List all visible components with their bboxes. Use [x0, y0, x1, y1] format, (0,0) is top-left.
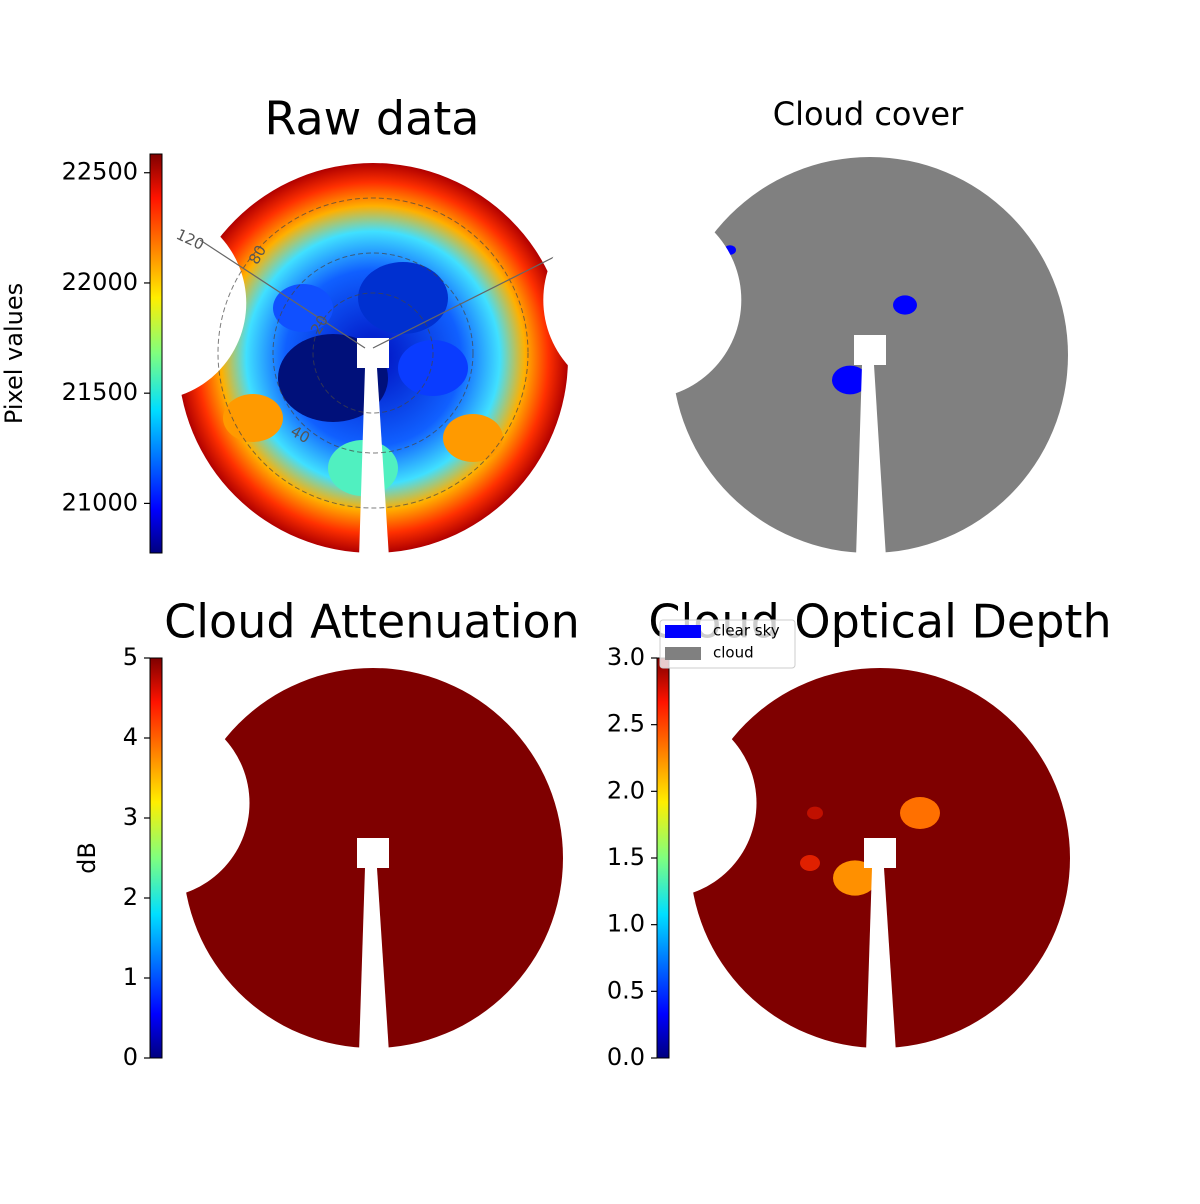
- polar-grid: [217, 197, 529, 509]
- colorbar-tick-label: 3.0: [607, 643, 645, 671]
- polar-spoke: [199, 239, 366, 349]
- colorbar-tick-label: 1: [123, 963, 138, 991]
- legend-swatch: [665, 647, 701, 660]
- colorbar-label: dB: [73, 842, 101, 874]
- mast-head: [854, 335, 886, 365]
- colorbar: [656, 657, 670, 1059]
- occlusion: [543, 201, 742, 399]
- panel-title: Cloud Attenuation: [164, 595, 580, 649]
- image-feature: [800, 855, 820, 871]
- colorbar-tick-label: 22500: [62, 158, 138, 186]
- image-feature: [833, 860, 877, 896]
- legend-label: clear sky: [713, 622, 780, 640]
- mast: [856, 365, 886, 558]
- image-feature: [443, 414, 503, 462]
- mast-head: [864, 838, 896, 868]
- panel: Cloud Attenuation 0 1 2 3 4 5 dB: [59, 595, 580, 1071]
- image-feature: [832, 365, 868, 395]
- mast: [866, 868, 896, 1053]
- colorbar-tick-label: 0.0: [607, 1043, 645, 1071]
- panel-title: Raw data: [265, 92, 480, 146]
- colorbar-tick-label: 1.5: [607, 843, 645, 871]
- mast: [359, 368, 389, 558]
- polar-grid: [272, 252, 474, 454]
- legend: clear sky cloud: [659, 619, 796, 669]
- colorbar-tick-label: 5: [123, 643, 138, 671]
- colorbar-label: Pixel values: [0, 283, 28, 424]
- colorbar: [149, 153, 163, 554]
- colorbar: [149, 657, 163, 1059]
- colorbar-tick-label: 0.5: [607, 976, 645, 1004]
- image-feature: [900, 797, 940, 829]
- colorbar-tick-label: 2.5: [607, 710, 645, 738]
- image-feature: [358, 262, 448, 334]
- polar-spoke: [372, 247, 573, 349]
- colorbar-tick-label: 21500: [62, 378, 138, 406]
- colorbar-tick-label: 4: [123, 723, 138, 751]
- colorbar-tick-label: 3: [123, 803, 138, 831]
- colorbar-tick-label: 1.0: [607, 910, 645, 938]
- image-feature: [893, 295, 917, 315]
- polar-grid: [312, 292, 434, 414]
- image-feature: [398, 340, 468, 396]
- panel-title: Cloud cover: [773, 95, 964, 133]
- mast: [359, 868, 389, 1053]
- legend-swatch: [665, 625, 701, 638]
- colorbar-tick-label: 2: [123, 883, 138, 911]
- colorbar-tick-label: 22000: [62, 268, 138, 296]
- image-feature: [807, 806, 823, 820]
- image-feature: [223, 394, 283, 442]
- colorbar-tick-label: 0: [123, 1043, 138, 1071]
- legend-label: cloud: [713, 644, 754, 662]
- colorbar-tick-label: 21000: [62, 488, 138, 516]
- panel: Cloud cover: [543, 95, 1068, 558]
- mast-head: [357, 838, 389, 868]
- occlusion: [51, 205, 247, 401]
- colorbar-tick-label: 2.0: [607, 776, 645, 804]
